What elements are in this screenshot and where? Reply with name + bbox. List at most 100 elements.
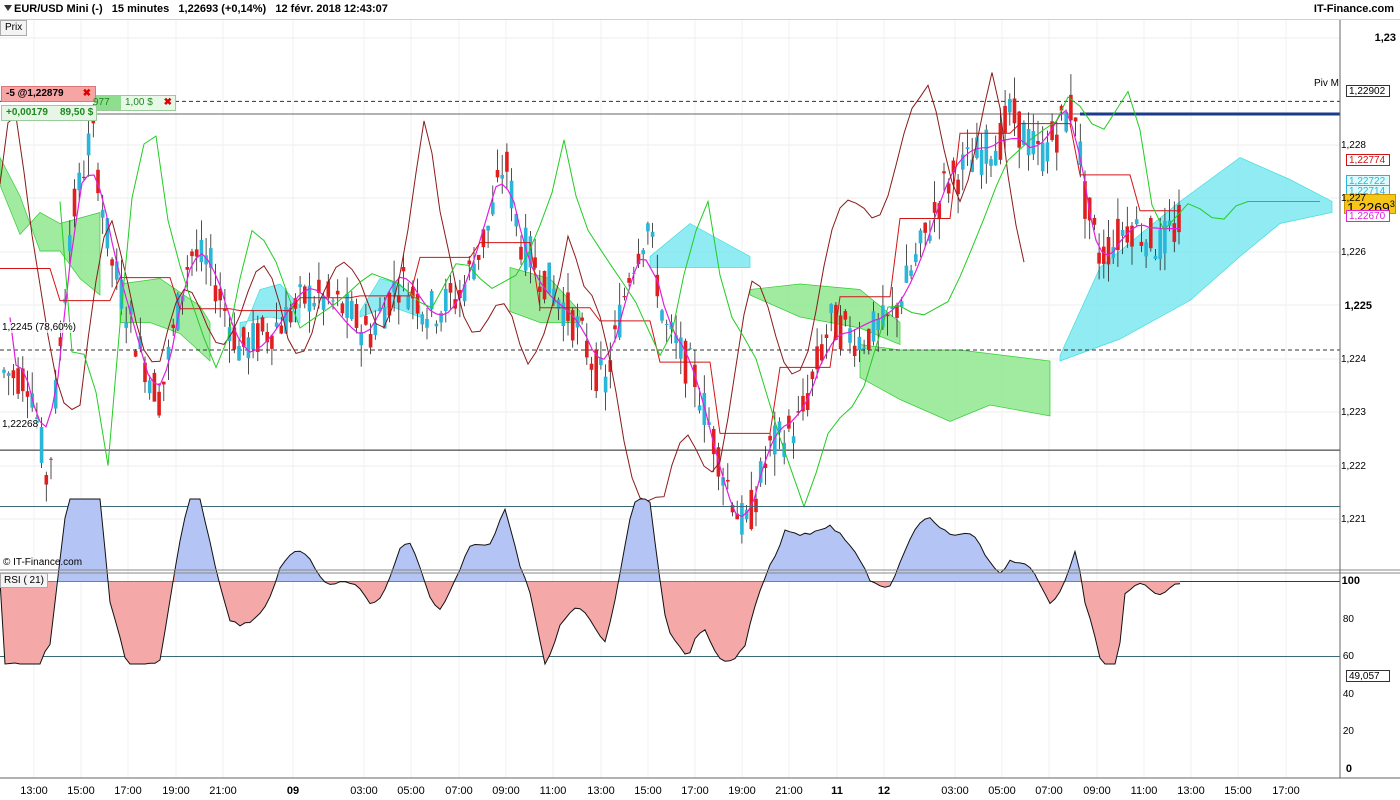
- rsi-fill: [815, 529, 820, 582]
- rsi-fill: [940, 527, 945, 582]
- stop-order-label[interactable]: 977 1,00 $ ✖: [93, 95, 176, 111]
- candle-body: [124, 322, 128, 328]
- candle-body: [256, 323, 260, 352]
- candle-body: [923, 222, 927, 233]
- candle-body: [1069, 94, 1073, 121]
- rsi-fill: [95, 499, 100, 582]
- rsi-fill: [580, 581, 585, 613]
- rsi-fill: [825, 525, 830, 582]
- rsi-fill: [210, 541, 215, 582]
- open-position-label[interactable]: -5 @1,22879 ✖: [1, 86, 96, 102]
- candle-body: [326, 281, 331, 297]
- rsi-fill: [90, 499, 95, 582]
- candle-body: [820, 344, 824, 361]
- candle-body: [965, 147, 970, 149]
- rsi-fill: [690, 581, 695, 653]
- candle-body: [1102, 246, 1106, 264]
- candle-body: [448, 283, 453, 293]
- candle-body: [373, 322, 378, 336]
- timeframe[interactable]: 15 minutes: [111, 3, 170, 15]
- price-tick: 1,223: [1340, 407, 1366, 418]
- rsi-fill: [990, 561, 995, 582]
- rsi-fill: [35, 581, 40, 664]
- cancel-stop-icon[interactable]: ✖: [163, 97, 172, 108]
- candle-body: [1003, 105, 1007, 133]
- candle-body: [420, 314, 425, 325]
- close-position-icon[interactable]: ✖: [82, 88, 91, 99]
- rsi-fill: [15, 581, 20, 664]
- time-tick: 19:00: [728, 785, 756, 797]
- instrument-info: EUR/USD Mini (-) 15 minutes 1,22693 (+0,…: [14, 3, 388, 15]
- candle-body: [876, 319, 880, 331]
- candle-body: [274, 322, 279, 327]
- rsi-fill: [1045, 581, 1050, 604]
- candle-body: [1022, 122, 1026, 146]
- rsi-fill: [640, 499, 645, 582]
- rsi-fill: [830, 525, 835, 582]
- rsi-fill: [130, 581, 135, 664]
- candle-body: [547, 262, 551, 294]
- rsi-fill: [235, 581, 240, 626]
- candle-body: [1144, 242, 1148, 257]
- candle-body: [1036, 140, 1040, 145]
- candle-body: [603, 376, 608, 393]
- rsi-fill: [490, 533, 495, 582]
- candle-body: [777, 421, 782, 433]
- rsi-fill: [395, 548, 400, 582]
- rsi-fill: [905, 539, 910, 582]
- candle-body: [542, 270, 547, 300]
- candle-body: [16, 368, 20, 394]
- price-panel-tab[interactable]: Prix: [0, 20, 28, 36]
- rsi-fill: [820, 528, 825, 582]
- rsi-fill: [625, 518, 630, 582]
- rsi-fill: [1010, 560, 1015, 582]
- rsi-fill: [545, 581, 550, 664]
- rsi-fill: [260, 581, 265, 614]
- rsi-fill: [1115, 581, 1120, 664]
- rsi-fill: [845, 539, 850, 582]
- candle-body: [740, 503, 744, 535]
- rsi-fill: [710, 581, 715, 652]
- brand-label: IT-Finance.com: [1313, 3, 1394, 15]
- rsi-fill: [475, 544, 480, 582]
- current-price-sup: 3: [1389, 199, 1395, 209]
- candle-body: [1050, 121, 1054, 141]
- candle-body: [382, 307, 387, 329]
- candle-body: [246, 337, 251, 359]
- quote-datetime: 12 févr. 2018 12:43:07: [275, 3, 388, 15]
- rsi-fill: [910, 529, 915, 582]
- time-tick: 19:00: [162, 785, 190, 797]
- rsi-tick: 60: [1342, 651, 1354, 662]
- rsi-fill: [560, 581, 565, 626]
- rsi-fill: [155, 581, 160, 664]
- candle-body: [1059, 105, 1064, 111]
- stop-handle[interactable]: [97, 96, 121, 110]
- candle-body: [744, 509, 749, 520]
- candle-body: [21, 368, 25, 392]
- menu-dropdown-icon[interactable]: [4, 5, 12, 11]
- rsi-fill: [1090, 581, 1095, 637]
- rsi-panel-tab[interactable]: RSI ( 21): [0, 573, 49, 588]
- rsi-fill: [720, 581, 725, 662]
- chikou-line: [0, 72, 1025, 502]
- candle-body: [796, 411, 801, 413]
- candle-body: [979, 149, 984, 175]
- candle-body: [768, 435, 772, 441]
- rsi-fill: [610, 581, 615, 623]
- rsi-fill: [445, 581, 450, 602]
- rsi-fill: [685, 581, 690, 655]
- rsi-fill: [650, 502, 655, 582]
- candle-body: [91, 120, 96, 124]
- candle-body: [838, 315, 843, 350]
- rsi-fill: [680, 581, 685, 655]
- rsi-fill: [195, 499, 200, 582]
- rsi-fill: [735, 581, 740, 659]
- price-tick: 1,23: [1374, 32, 1396, 44]
- rsi-fill: [5, 581, 10, 664]
- candle-body: [1092, 217, 1097, 225]
- candle-body: [152, 372, 157, 402]
- candle-body: [312, 303, 316, 307]
- candle-body: [237, 346, 241, 361]
- candle-body: [1008, 98, 1012, 113]
